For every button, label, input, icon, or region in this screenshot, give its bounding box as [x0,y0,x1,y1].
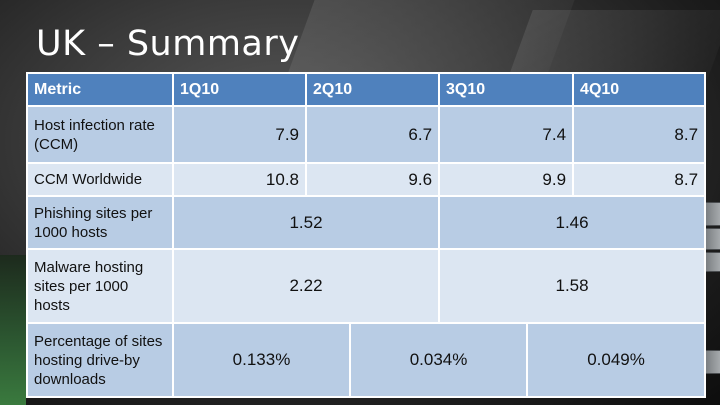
cell-value: 9.6 [305,162,441,197]
header-3q10: 3Q10 [438,72,575,107]
background-shard [507,10,720,80]
row-metric-label: Host infection rate (CCM) [26,105,174,164]
table-row: Percentage of sites hosting drive-by dow… [26,322,707,398]
table-row: Host infection rate (CCM) 7.9 6.7 7.4 8.… [26,105,707,164]
row-metric-label: Percentage of sites hosting drive-by dow… [26,322,174,398]
cell-value: 1.46 [438,195,707,250]
cell-value: 7.4 [438,105,575,164]
cell-value: 0.133% [171,322,352,398]
header-1q10: 1Q10 [171,72,308,107]
cell-value: 6.7 [305,105,441,164]
cell-value: 10.8 [171,162,308,197]
cell-value: 1.52 [171,195,441,250]
slide-title: UK – Summary [36,24,300,64]
header-2q10: 2Q10 [305,72,441,107]
cell-value: 7.9 [171,105,308,164]
table-row: Malware hosting sites per 1000 hosts 2.2… [26,248,707,324]
summary-table: Metric 1Q10 2Q10 3Q10 4Q10 Host infectio… [26,72,707,398]
background-green-strip [0,255,26,405]
table-header-row: Metric 1Q10 2Q10 3Q10 4Q10 [26,72,707,107]
row-metric-label: Phishing sites per 1000 hosts [26,195,174,250]
table-row: CCM Worldwide 10.8 9.6 9.9 8.7 [26,162,707,197]
cell-value: 8.7 [572,105,707,164]
cell-value: 0.034% [349,322,529,398]
cell-value: 0.049% [526,322,707,398]
header-4q10: 4Q10 [572,72,707,107]
cell-value: 1.58 [438,248,707,324]
cell-value: 9.9 [438,162,575,197]
row-metric-label: CCM Worldwide [26,162,174,197]
cell-value: 2.22 [171,248,441,324]
table-row: Phishing sites per 1000 hosts 1.52 1.46 [26,195,707,250]
cell-value: 8.7 [572,162,707,197]
row-metric-label: Malware hosting sites per 1000 hosts [26,248,174,324]
header-metric: Metric [26,72,174,107]
